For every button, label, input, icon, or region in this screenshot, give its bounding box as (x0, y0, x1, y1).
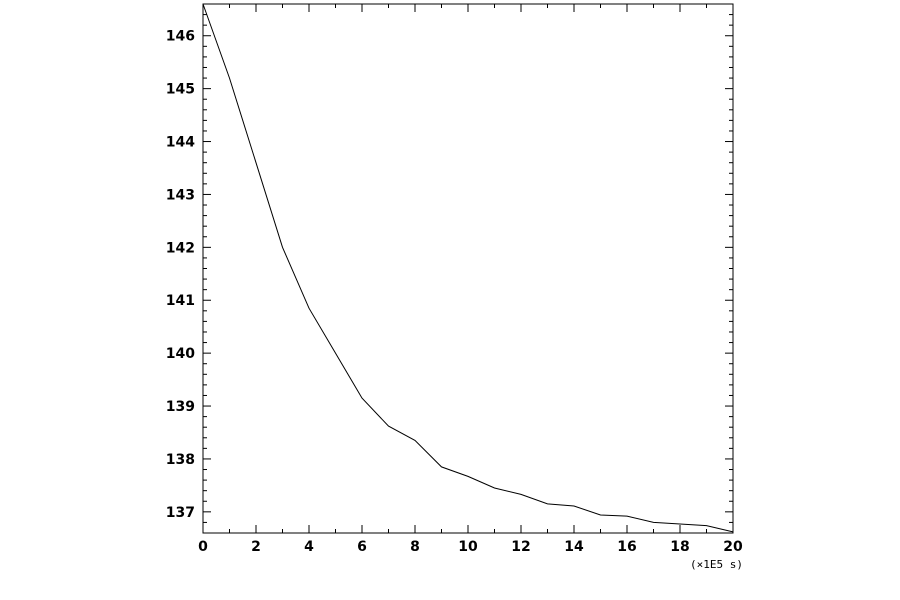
y-tick-label: 139 (166, 399, 195, 415)
x-tick-label: 6 (357, 539, 367, 555)
x-tick-label: 2 (251, 539, 261, 555)
x-tick-label: 18 (670, 539, 689, 555)
x-tick-label: 20 (723, 539, 743, 555)
x-tick-label: 12 (511, 539, 530, 555)
x-tick-label: 16 (617, 539, 636, 555)
y-tick-label: 144 (166, 135, 195, 151)
y-tick-label: 137 (166, 505, 195, 521)
y-tick-label: 140 (166, 346, 195, 362)
x-tick-label: 4 (304, 539, 314, 555)
y-tick-label: 141 (166, 293, 195, 309)
x-tick-label: 8 (410, 539, 420, 555)
y-tick-label: 142 (166, 240, 195, 256)
y-tick-label: 146 (166, 29, 195, 45)
plot-frame (202, 3, 734, 534)
y-axis: 137 138 139 140 141 142 143 144 145 146 (166, 3, 733, 534)
y-tick-label: 145 (166, 82, 195, 98)
x-tick-label: 10 (458, 539, 478, 555)
y-tick-label: 138 (166, 452, 195, 468)
x-unit-label: (×1E5 s) (690, 558, 743, 571)
x-tick-label: 0 (198, 539, 208, 555)
y-tick-label: 143 (166, 187, 195, 203)
x-axis: 0 2 4 6 8 10 12 14 16 18 20 (198, 4, 743, 555)
series-layer (202, 3, 734, 533)
series-line (202, 3, 734, 533)
x-tick-label: 14 (564, 539, 584, 555)
